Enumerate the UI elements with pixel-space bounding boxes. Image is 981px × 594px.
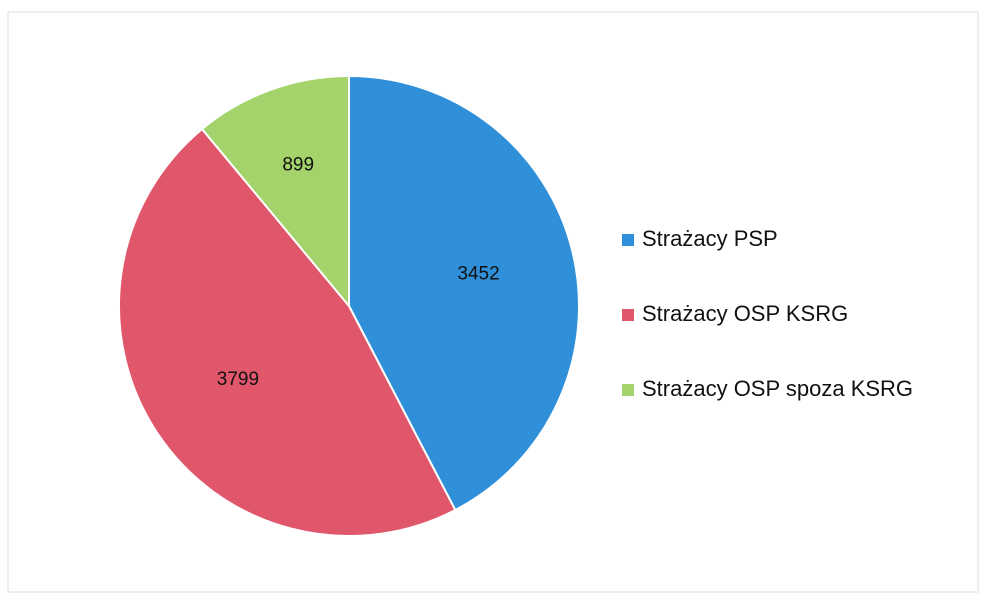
legend-swatch bbox=[622, 384, 634, 396]
pie-slice bbox=[118, 127, 457, 537]
data-label: 3799 bbox=[217, 369, 259, 390]
legend-label: Strażacy PSP bbox=[642, 226, 778, 251]
pie-slice bbox=[200, 74, 350, 309]
legend-label: Strażacy OSP KSRG bbox=[642, 301, 848, 326]
legend-label: Strażacy OSP spoza KSRG bbox=[642, 376, 913, 401]
frame bbox=[7, 11, 979, 593]
data-label: 3452 bbox=[457, 263, 499, 284]
legend-swatch bbox=[622, 234, 634, 246]
legend-swatch bbox=[622, 309, 634, 321]
data-label: 899 bbox=[282, 154, 314, 175]
pie-slice bbox=[348, 74, 580, 512]
